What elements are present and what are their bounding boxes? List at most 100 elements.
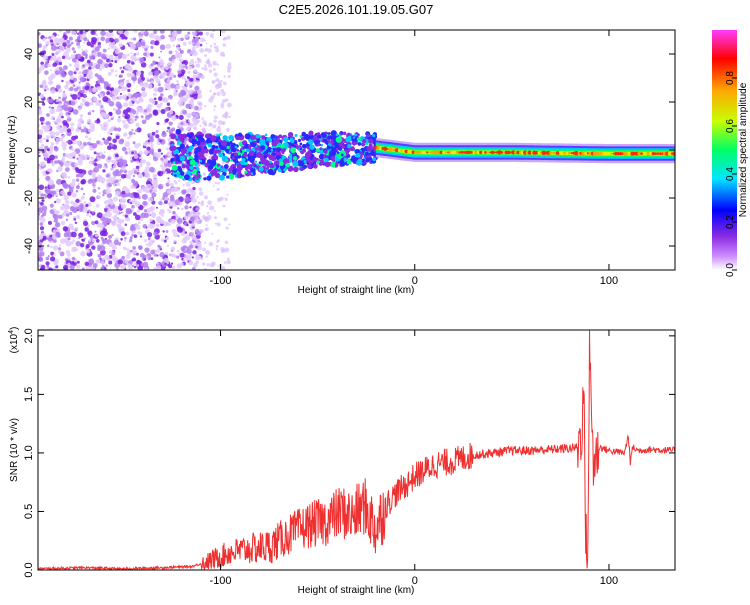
heatmap-cell — [160, 164, 164, 168]
heatmap-cell — [140, 115, 144, 118]
heatmap-cell — [179, 262, 184, 267]
heatmap-cell — [155, 223, 160, 228]
heatmap-cell — [181, 85, 185, 89]
heatmap-cell — [234, 145, 238, 149]
heatmap-cell — [98, 191, 101, 195]
heatmap-cell — [199, 43, 203, 47]
heatmap-cell — [112, 115, 115, 119]
heatmap-cell — [200, 257, 204, 260]
heatmap-cell — [46, 237, 50, 241]
heatmap-cell — [188, 89, 194, 95]
heatmap-cell — [88, 160, 93, 165]
heatmap-cell — [421, 151, 424, 154]
heatmap-cell — [76, 214, 81, 220]
heatmap-cell — [76, 260, 80, 264]
spectrogram-x-tick-label: 100 — [600, 275, 618, 287]
snr-y-tick-label: 0.0 — [23, 562, 35, 577]
heatmap-cell — [185, 103, 191, 109]
heatmap-cell — [169, 194, 175, 200]
heatmap-cell — [203, 66, 208, 71]
colorbar: 0.0 0.2 0.4 0.6 0.8 Normalized spectral ampl… — [712, 30, 749, 277]
heatmap-cell — [43, 79, 46, 82]
heatmap-cell — [207, 48, 212, 53]
heatmap-cell — [69, 264, 75, 270]
heatmap-cell — [205, 224, 208, 227]
heatmap-cell — [220, 140, 228, 147]
heatmap-cell — [166, 79, 171, 83]
heatmap-cell — [196, 73, 202, 79]
heatmap-cell — [193, 126, 198, 131]
heatmap-cell — [251, 162, 256, 166]
heatmap-cell — [61, 140, 64, 144]
heatmap-cell — [111, 59, 114, 63]
heatmap-cell — [158, 185, 162, 189]
spectrogram-x-tick-label: 0 — [412, 275, 418, 287]
heatmap-cell — [97, 177, 102, 183]
heatmap-cell — [55, 50, 60, 55]
heatmap-cell — [90, 30, 96, 35]
heatmap-cell — [143, 212, 149, 219]
heatmap-cell — [92, 185, 96, 189]
heatmap-cell — [324, 157, 329, 163]
heatmap-cell — [81, 98, 86, 103]
heatmap-cell — [195, 63, 201, 68]
heatmap-cell — [159, 219, 165, 225]
heatmap-cell — [154, 35, 160, 40]
heatmap-cell — [404, 149, 408, 154]
heatmap-cell — [93, 169, 96, 172]
heatmap-cell — [132, 141, 136, 145]
heatmap-cell — [105, 188, 111, 194]
heatmap-cell — [174, 174, 177, 177]
heatmap-cell — [92, 65, 95, 68]
heatmap-cell — [41, 64, 44, 67]
heatmap-cell — [168, 210, 172, 214]
heatmap-cell — [102, 137, 105, 141]
heatmap-cell — [180, 171, 185, 176]
heatmap-cell — [352, 136, 356, 139]
heatmap-cell — [131, 204, 135, 209]
heatmap-cell — [267, 168, 274, 176]
heatmap-cell — [193, 107, 196, 111]
colorbar-tick-label: 0.8 — [725, 71, 736, 85]
heatmap-cell — [577, 152, 580, 155]
heatmap-cell — [271, 140, 278, 147]
heatmap-cell — [188, 147, 193, 152]
heatmap-cell — [171, 265, 176, 270]
heatmap-cell — [295, 146, 298, 149]
heatmap-cell — [189, 240, 194, 245]
heatmap-cell — [105, 32, 111, 38]
heatmap-cell — [192, 234, 196, 238]
heatmap-cell — [60, 190, 65, 196]
heatmap-cell — [56, 178, 63, 185]
heatmap-cell — [502, 151, 506, 154]
heatmap-cell — [171, 164, 178, 171]
heatmap-cell — [207, 142, 213, 148]
heatmap-cell — [61, 142, 67, 148]
heatmap-cell — [186, 126, 191, 131]
heatmap-cell — [151, 131, 156, 136]
heatmap-cell — [96, 51, 102, 57]
heatmap-cell — [161, 214, 165, 218]
heatmap-cell — [192, 31, 198, 37]
heatmap-cell — [54, 160, 58, 164]
heatmap-cell — [43, 152, 50, 159]
heatmap-cell — [133, 52, 137, 56]
heatmap-cell — [339, 161, 346, 167]
heatmap-cell — [194, 218, 199, 224]
heatmap-cell — [58, 247, 62, 251]
heatmap-cell — [68, 211, 73, 216]
heatmap-cell — [476, 150, 481, 154]
heatmap-cell — [67, 262, 71, 267]
heatmap-cell — [90, 156, 94, 160]
heatmap-cell — [162, 202, 165, 205]
heatmap-cell — [137, 169, 140, 172]
heatmap-cell — [222, 81, 227, 86]
heatmap-cell — [212, 141, 217, 145]
heatmap-cell — [224, 98, 229, 102]
heatmap-cell — [129, 156, 133, 159]
heatmap-cell — [84, 30, 89, 33]
heatmap-cell — [83, 127, 89, 133]
heatmap-cell — [61, 135, 65, 139]
